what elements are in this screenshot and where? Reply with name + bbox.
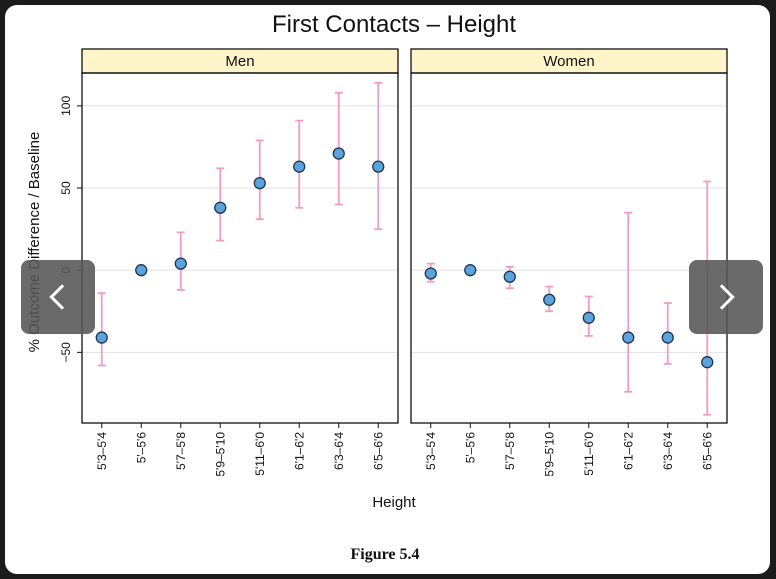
chevron-left-icon xyxy=(49,284,75,310)
next-button[interactable] xyxy=(689,260,763,334)
x-tick-label: 5'3–5'4 xyxy=(95,432,109,470)
figure-caption: Figure 5.4 xyxy=(350,546,419,563)
x-tick-label: 5'11–6'0 xyxy=(253,432,267,476)
x-tick-label: 6'3–6'4 xyxy=(661,432,675,470)
chevron-right-icon xyxy=(709,284,735,310)
panels: Men−500501005'3–5'45'–5'65'7–5'85'9–5'10… xyxy=(59,48,728,477)
x-tick-label: 6'5–6'6 xyxy=(371,432,385,470)
x-tick-label: 5'–5'6 xyxy=(134,432,148,464)
panel-frame xyxy=(81,72,399,424)
x-tick-label: 5'3–5'4 xyxy=(424,432,438,470)
chart: First Contacts – Height % Outcome Differ… xyxy=(26,11,728,563)
panel-strip-label: Men xyxy=(225,53,254,70)
figure-frame: First Contacts – Height % Outcome Differ… xyxy=(5,5,770,574)
y-tick-label: 50 xyxy=(59,181,73,195)
x-axis-title: Height xyxy=(372,494,416,511)
y-tick-label: −50 xyxy=(59,342,73,363)
x-tick-label: 6'3–6'4 xyxy=(332,432,346,470)
data-point xyxy=(503,270,516,283)
panel-frame xyxy=(410,72,728,424)
panel-men: Men−500501005'3–5'45'–5'65'7–5'85'9–5'10… xyxy=(59,48,399,477)
data-point xyxy=(372,160,385,173)
x-tick-label: 6'1–6'2 xyxy=(621,432,635,470)
x-tick-label: 6'1–6'2 xyxy=(292,432,306,470)
x-tick-label: 6'5–6'6 xyxy=(700,432,714,470)
error-bar xyxy=(624,211,633,393)
data-point xyxy=(293,160,306,173)
x-tick-label: 5'7–5'8 xyxy=(174,432,188,470)
panel-strip xyxy=(410,48,728,74)
data-point xyxy=(424,267,437,280)
error-bar xyxy=(374,81,383,231)
data-point xyxy=(95,331,108,344)
x-tick-label: 5'9–5'10 xyxy=(213,432,227,477)
previous-button[interactable] xyxy=(21,260,95,334)
data-point xyxy=(332,147,345,160)
data-point xyxy=(135,264,148,277)
data-point xyxy=(253,176,266,190)
x-tick-label: 5'9–5'10 xyxy=(542,432,556,477)
data-point xyxy=(701,356,714,369)
x-tick-label: 5'7–5'8 xyxy=(503,432,517,470)
data-point xyxy=(543,293,556,306)
data-point xyxy=(214,201,227,214)
data-point xyxy=(174,257,187,270)
y-tick-label: 100 xyxy=(59,96,73,116)
data-point xyxy=(464,264,477,277)
panel-strip-label: Women xyxy=(543,53,594,70)
x-tick-label: 5'–5'6 xyxy=(463,432,477,464)
chart-title: First Contacts – Height xyxy=(272,11,516,38)
x-tick-label: 5'11–6'0 xyxy=(582,432,596,476)
data-point xyxy=(661,331,674,344)
data-point xyxy=(622,331,635,344)
panel-women: Women 5'3–5'4 5'–5'6 5'7–5'8 5'9–5'10 5'11–6'… xyxy=(410,48,728,477)
data-point xyxy=(582,311,595,324)
error-bar xyxy=(97,292,106,367)
